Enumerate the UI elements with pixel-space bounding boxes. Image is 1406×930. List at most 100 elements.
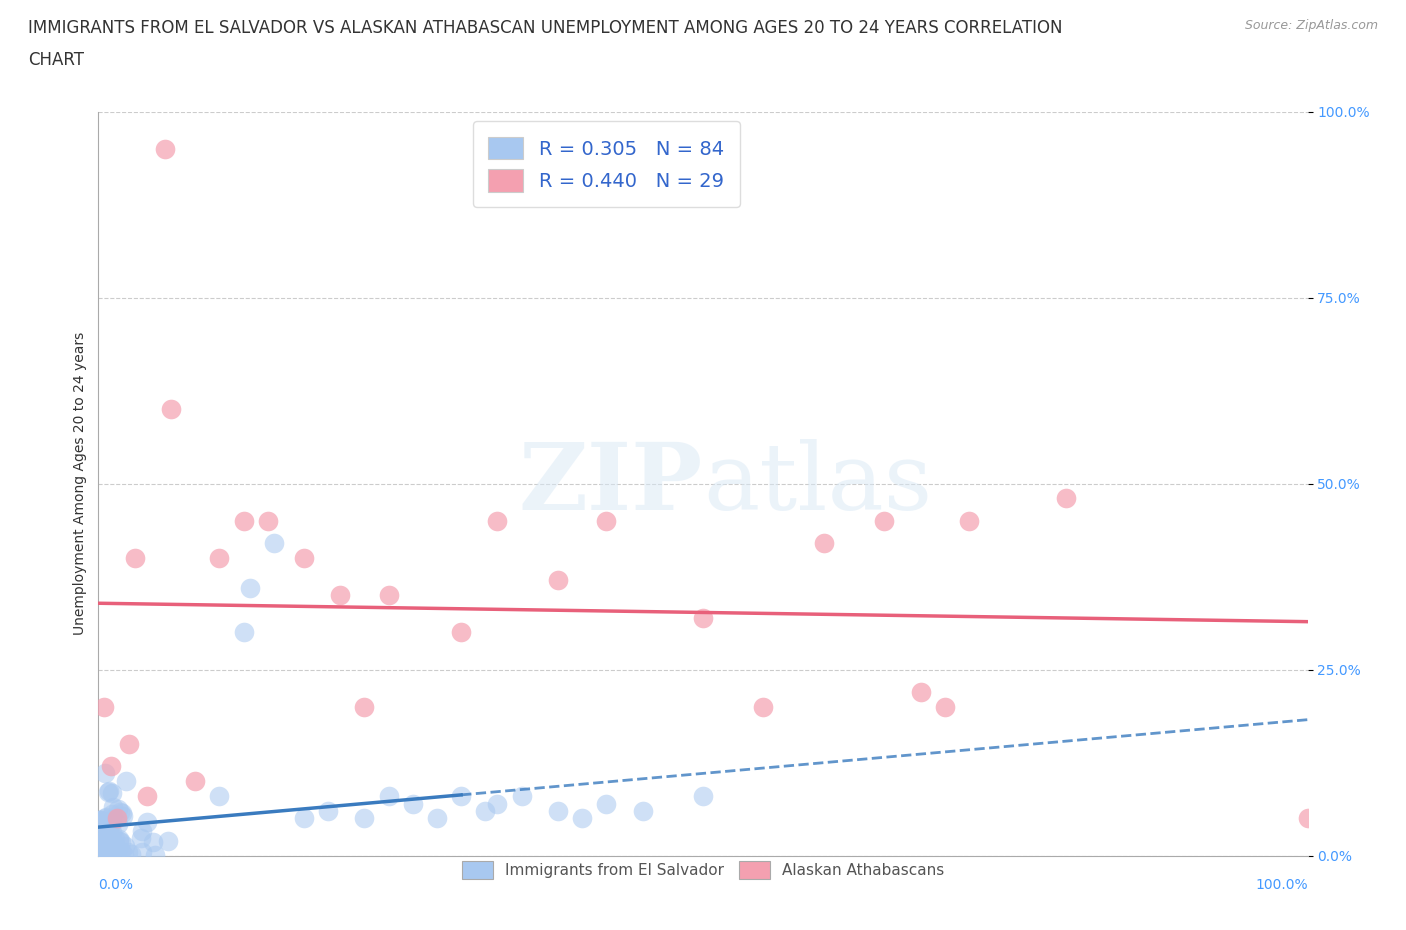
Point [232, 625, 254, 640]
Point [450, 625, 472, 640]
Point [112, 847, 135, 862]
Point [91, 828, 114, 843]
Point [89, 829, 111, 844]
Point [98, 836, 121, 851]
Point [239, 580, 262, 595]
Point [96, 848, 118, 863]
Point [101, 824, 124, 839]
Point [486, 513, 509, 528]
Point [486, 796, 509, 811]
Point [910, 684, 932, 699]
Point [752, 699, 775, 714]
Point [89, 843, 111, 857]
Point [107, 802, 129, 817]
Point [510, 789, 533, 804]
Point [87, 813, 110, 828]
Point [93, 828, 115, 843]
Point [89, 840, 111, 855]
Point [329, 588, 352, 603]
Point [873, 513, 896, 528]
Point [292, 811, 315, 826]
Point [96, 810, 118, 825]
Point [97, 845, 120, 860]
Point [377, 789, 399, 804]
Point [595, 796, 617, 811]
Point [131, 823, 153, 838]
Point [153, 141, 176, 156]
Point [96, 839, 118, 854]
Point [108, 833, 131, 848]
Point [353, 811, 375, 826]
Point [108, 831, 131, 846]
Point [97, 845, 120, 860]
Point [105, 811, 128, 826]
Text: atlas: atlas [703, 439, 932, 528]
Point [263, 536, 285, 551]
Point [105, 843, 128, 857]
Point [353, 699, 375, 714]
Text: 0.0%: 0.0% [98, 878, 134, 892]
Point [87, 843, 110, 857]
Point [98, 819, 121, 834]
Point [692, 610, 714, 625]
Point [107, 817, 129, 831]
Point [110, 834, 132, 849]
Point [547, 804, 569, 818]
Point [474, 804, 496, 818]
Point [402, 796, 425, 811]
Point [91, 834, 114, 849]
Point [692, 789, 714, 804]
Point [450, 789, 472, 804]
Point [160, 402, 183, 417]
Point [91, 815, 114, 830]
Point [100, 817, 122, 832]
Point [631, 804, 654, 818]
Point [111, 806, 134, 821]
Point [117, 844, 139, 859]
Point [101, 800, 124, 815]
Point [97, 785, 120, 800]
Point [957, 513, 980, 528]
Point [143, 847, 166, 862]
Point [90, 812, 112, 827]
Text: 100.0%: 100.0% [1256, 878, 1308, 892]
Point [101, 786, 124, 801]
Point [110, 844, 132, 859]
Point [595, 513, 617, 528]
Point [115, 774, 138, 789]
Point [208, 789, 231, 804]
Point [100, 845, 122, 860]
Point [813, 536, 835, 551]
Point [142, 834, 165, 849]
Point [1054, 491, 1077, 506]
Point [104, 831, 127, 846]
Point [94, 765, 117, 780]
Point [118, 737, 141, 751]
Point [208, 551, 231, 565]
Point [108, 804, 131, 819]
Point [91, 836, 114, 851]
Point [124, 551, 146, 565]
Point [547, 573, 569, 588]
Y-axis label: Unemployment Among Ages 20 to 24 years: Unemployment Among Ages 20 to 24 years [73, 332, 87, 635]
Point [1296, 811, 1319, 826]
Point [96, 824, 118, 839]
Point [232, 513, 254, 528]
Text: IMMIGRANTS FROM EL SALVADOR VS ALASKAN ATHABASCAN UNEMPLOYMENT AMONG AGES 20 TO : IMMIGRANTS FROM EL SALVADOR VS ALASKAN A… [28, 19, 1063, 36]
Text: CHART: CHART [28, 51, 84, 69]
Point [426, 811, 449, 826]
Point [98, 835, 121, 850]
Point [571, 811, 593, 826]
Point [131, 830, 153, 845]
Point [934, 699, 956, 714]
Point [89, 840, 111, 855]
Point [94, 811, 117, 826]
Point [135, 789, 157, 804]
Point [256, 513, 278, 528]
Point [89, 813, 111, 828]
Point [292, 551, 315, 565]
Point [103, 836, 125, 851]
Point [93, 699, 115, 714]
Point [100, 813, 122, 828]
Point [101, 807, 124, 822]
